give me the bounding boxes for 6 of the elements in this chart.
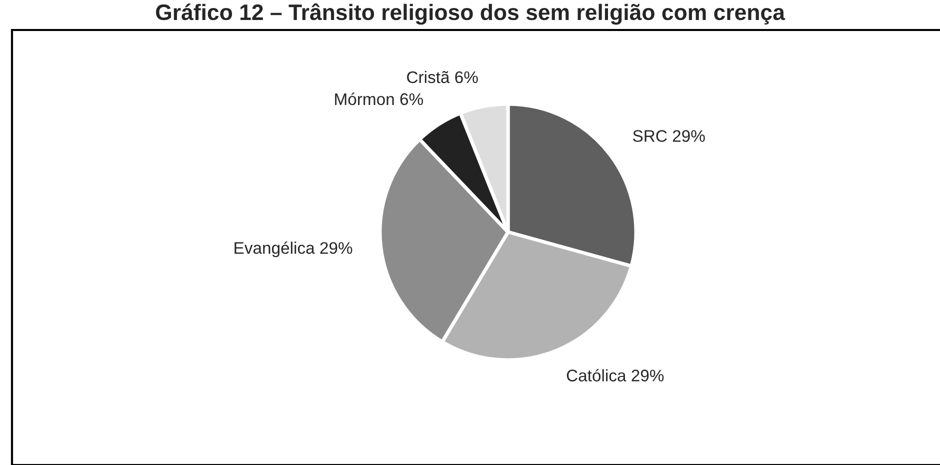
chart-title: Gráfico 12 – Trânsito religioso dos sem religião com crença: [156, 3, 786, 25]
slice-label: Cristã 6%: [407, 70, 478, 84]
slice-label: Mórmon 6%: [335, 92, 423, 106]
slice-label: SRC 29%: [633, 130, 705, 142]
slice-label: Evangélica 29%: [234, 241, 352, 258]
slice-label: Católica 29%: [566, 369, 664, 382]
